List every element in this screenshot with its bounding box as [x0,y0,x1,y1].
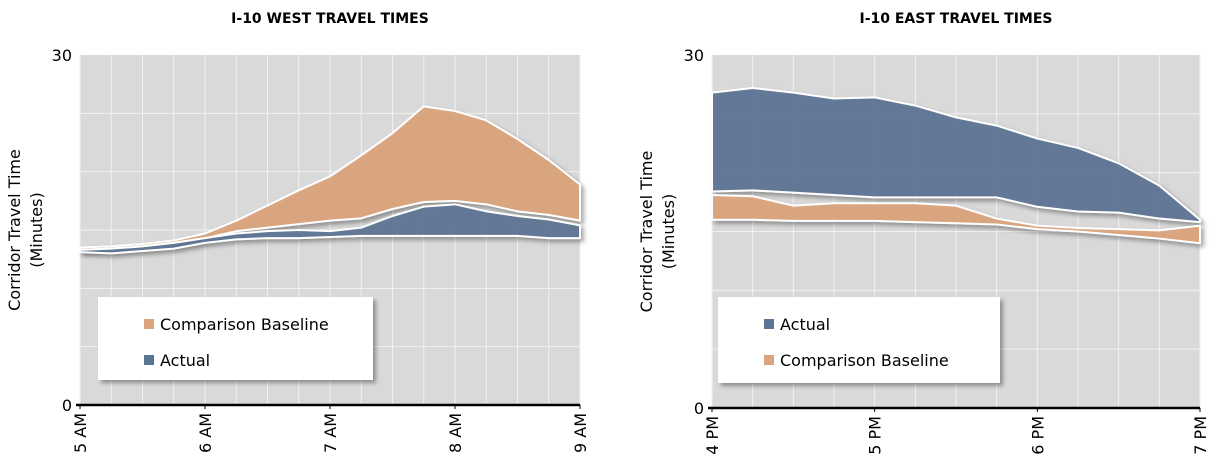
range-area [79,203,581,255]
x-tick-label: 8 AM [446,413,465,453]
legend-box [718,297,1000,383]
chart-title: I-10 EAST TRAVEL TIMES [859,11,1052,27]
legend-label: Actual [780,315,830,334]
y-tick-label: 30 [684,46,704,65]
y-tick-label: 30 [52,46,72,65]
legend-swatch [144,319,154,329]
range-area [711,194,1201,245]
range-area [711,86,1201,224]
y-axis-label: Corridor Travel Time [5,149,24,311]
legend-label: Comparison Baseline [160,315,329,334]
y-tick-label: 0 [62,396,72,415]
x-tick-label: 7 AM [321,413,340,453]
legend-label: Comparison Baseline [780,351,949,370]
legend-box [98,297,373,380]
x-tick-label: 4 PM [703,416,722,455]
legend-swatch [764,355,774,365]
x-tick-label: 5 AM [71,413,90,453]
y-axis-label: Corridor Travel Time [637,151,656,313]
legend-swatch [144,355,154,365]
legend-swatch [764,319,774,329]
x-tick-label: 6 AM [196,413,215,453]
y-axis-label: (Minutes) [659,194,678,269]
x-tick-label: 5 PM [866,416,885,455]
range-area [79,105,581,251]
legend-label: Actual [160,351,210,370]
x-tick-label: 9 AM [571,413,590,453]
x-tick-label: 7 PM [1191,416,1210,455]
x-tick-label: 6 PM [1028,416,1047,455]
y-tick-label: 0 [694,399,704,418]
y-axis-label: (Minutes) [27,192,46,267]
chart-title: I-10 WEST TRAVEL TIMES [231,11,429,27]
